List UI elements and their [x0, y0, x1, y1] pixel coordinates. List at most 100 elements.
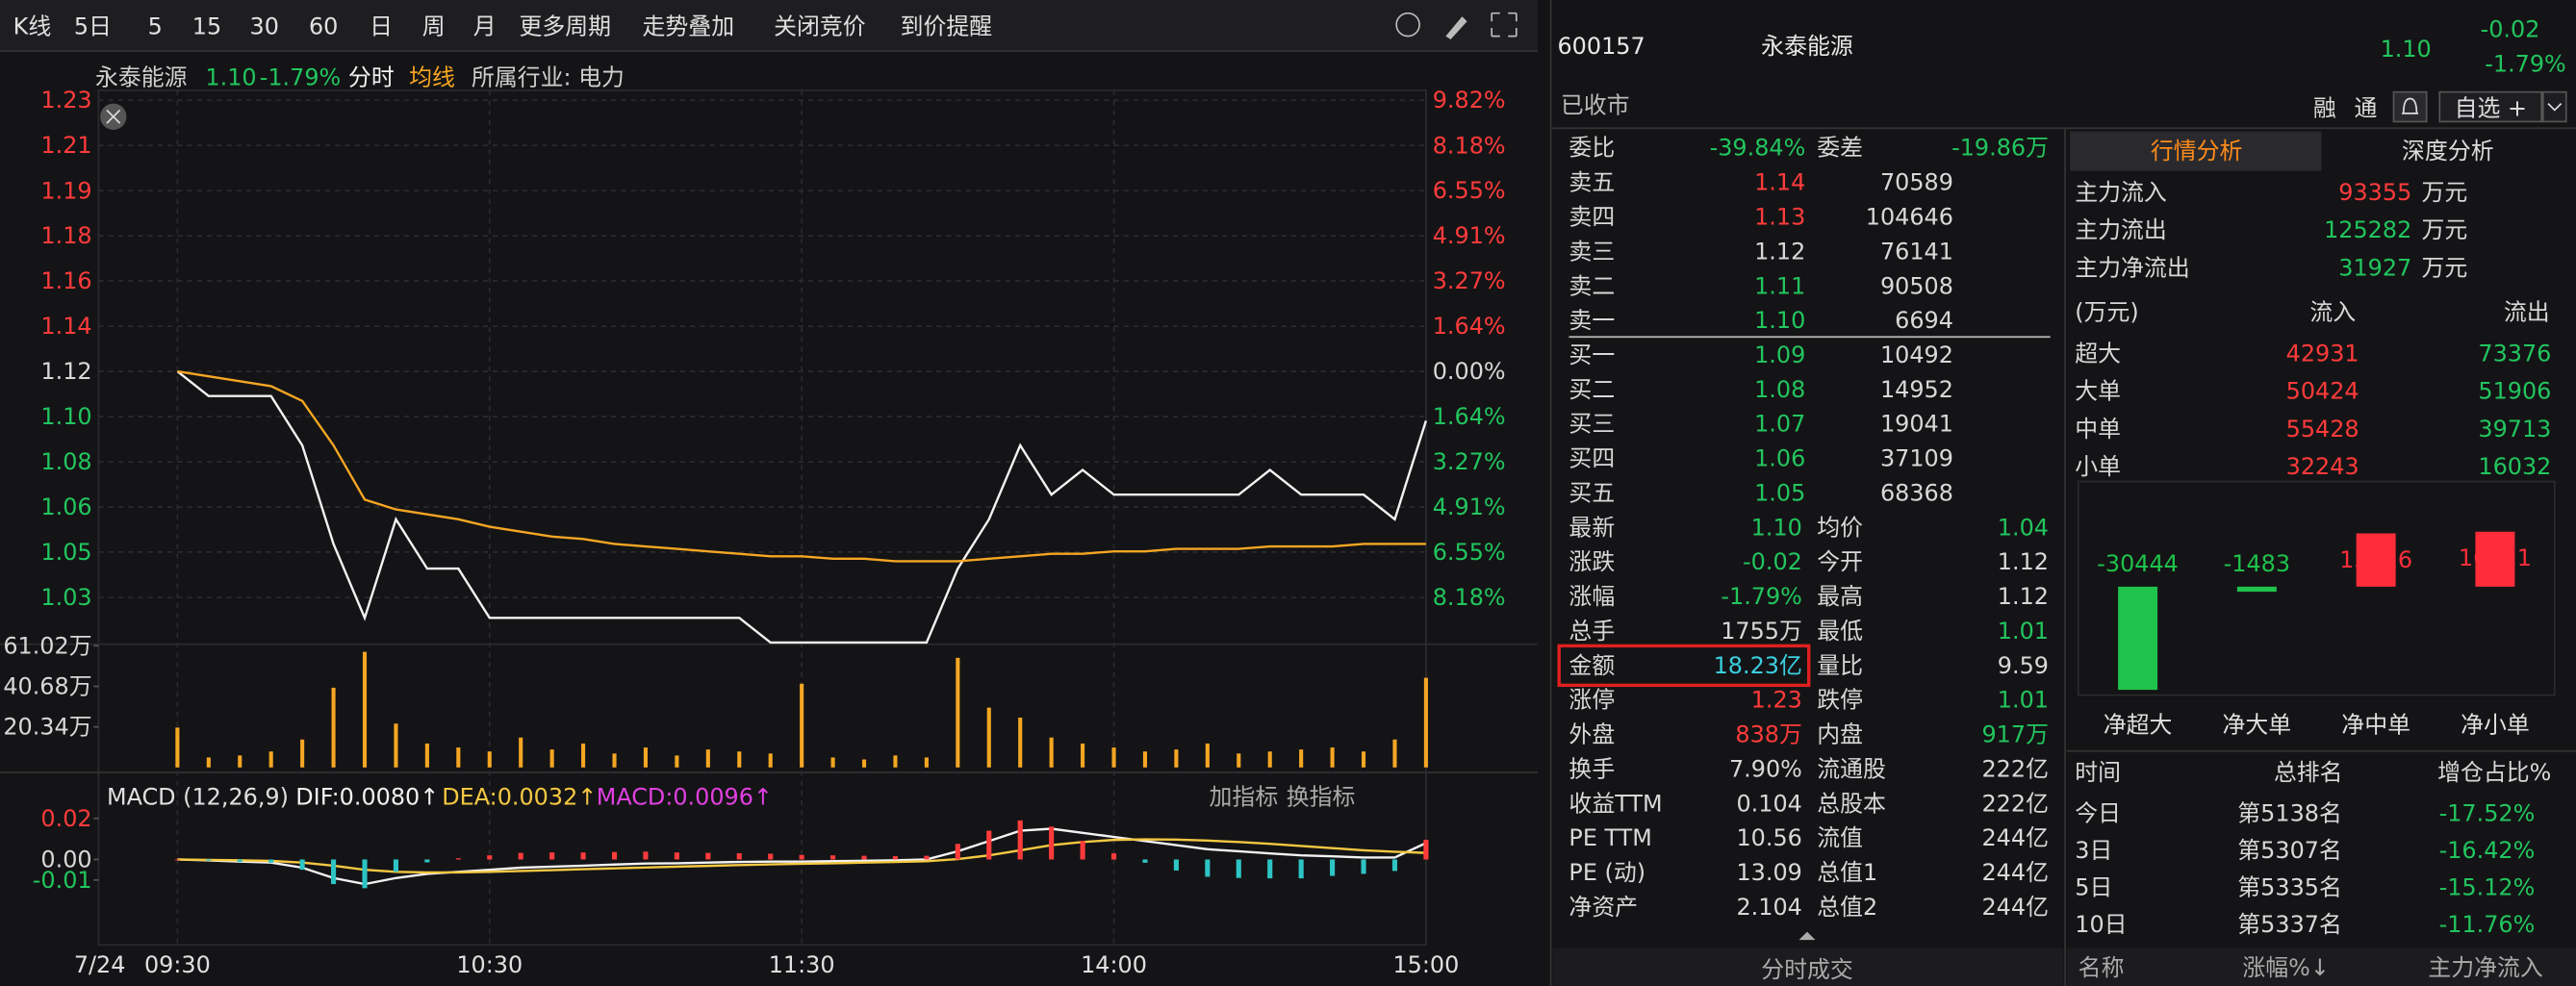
y-tick-label: 1.14	[40, 313, 91, 340]
alert-button[interactable]	[2392, 90, 2428, 123]
toolbar-item[interactable]: 日	[370, 13, 393, 39]
list-header[interactable]: 名称	[2079, 954, 2125, 981]
toolbar-item[interactable]: 走势叠加	[643, 13, 735, 39]
brush-icon[interactable]	[1445, 16, 1467, 39]
histogram-bar	[924, 855, 930, 860]
volume-bar	[1049, 737, 1054, 768]
expand-arrow[interactable]	[1798, 931, 1816, 941]
book-price: 1.07	[1754, 411, 1805, 438]
toolbar-item[interactable]: K线	[13, 13, 52, 39]
toolbar-item[interactable]: 更多周期	[519, 13, 611, 39]
active-tab[interactable]	[2070, 131, 2322, 171]
trades-footer[interactable]: 分时成交	[1761, 956, 1853, 983]
stock-name: 永泰能源	[1761, 33, 1853, 60]
date-label: 7/24	[74, 951, 126, 978]
rank-header: 时间	[2075, 759, 2121, 786]
toolbar-item[interactable]: 到价提醒	[901, 13, 993, 39]
toolbar-item[interactable]: 30	[250, 13, 279, 39]
y-tick-label: 1.23	[40, 87, 91, 114]
menu-icon[interactable]	[1395, 12, 1420, 38]
volume-bar	[924, 757, 929, 768]
book-level[interactable]: 买五	[1569, 479, 1615, 506]
flow-in: 42931	[2286, 340, 2359, 367]
book-level[interactable]: 卖二	[1569, 272, 1615, 299]
series-line	[176, 370, 1428, 645]
rank-position: 第5337名	[2237, 911, 2342, 938]
volume-bar	[1330, 747, 1335, 768]
tab[interactable]: 深度分析	[2402, 138, 2494, 164]
watch-button[interactable]	[2438, 90, 2543, 123]
dropdown-button[interactable]	[2542, 90, 2567, 123]
toolbar-item[interactable]: 关闭竞价	[774, 13, 866, 39]
book-level[interactable]: 买三	[1569, 411, 1615, 438]
bar-value-label: 16211	[2459, 544, 2532, 571]
y-tick-label: 1.10	[40, 403, 91, 430]
book-level[interactable]: 卖五	[1569, 169, 1615, 196]
book-level[interactable]: 卖三	[1569, 238, 1615, 265]
book-level[interactable]: 买一	[1569, 341, 1615, 368]
stat-value: 222亿	[1981, 790, 2048, 817]
flow-out: 39713	[2478, 416, 2551, 442]
volume-bar	[705, 749, 710, 768]
series-line	[177, 838, 1426, 874]
book-level[interactable]: 买二	[1569, 376, 1615, 403]
book-level[interactable]: 卖四	[1569, 203, 1615, 230]
toolbar-item[interactable]: 60	[309, 13, 338, 39]
stock-name: 永泰能源	[95, 63, 188, 90]
histogram-bar	[362, 859, 368, 889]
flow-out: 51906	[2478, 378, 2551, 405]
y-tick-label: 0.02	[40, 805, 91, 832]
stat-label: 量比	[1817, 652, 1863, 679]
flow-in: 50424	[2286, 378, 2359, 405]
histogram-bar	[705, 852, 711, 860]
book-level[interactable]: 买四	[1569, 445, 1615, 472]
volume-bar	[737, 751, 742, 768]
histogram-bar	[455, 858, 461, 860]
book-volume: 90508	[1880, 272, 1953, 299]
list-header[interactable]: 涨幅%↓	[2242, 954, 2329, 981]
stat-value: 10.56	[1736, 824, 1801, 851]
histogram-bar	[1330, 859, 1336, 876]
margin-button[interactable]: 融	[2313, 95, 2336, 122]
indicator-button[interactable]: 加指标	[1210, 784, 1279, 811]
industry[interactable]: 所属行业: 电力	[472, 63, 625, 90]
tab[interactable]: 行情分析	[2151, 138, 2243, 164]
book-level[interactable]: 卖一	[1569, 307, 1615, 334]
connect-button[interactable]: 通	[2355, 95, 2378, 122]
volume-bar	[362, 651, 368, 768]
stat-label: 总手	[1569, 618, 1615, 645]
watch-label[interactable]: 自选 +	[2455, 95, 2527, 122]
list-header[interactable]: 主力净流入	[2428, 954, 2543, 981]
volume-bar	[800, 683, 804, 768]
toolbar-item[interactable]: 月	[473, 13, 497, 39]
y-tick-label: 1.18	[40, 222, 91, 249]
book-volume: 68368	[1880, 479, 1953, 506]
volume-bar	[1174, 749, 1179, 768]
histogram-bar	[268, 859, 274, 863]
histogram-bar	[393, 859, 399, 872]
stat-value: 13.09	[1736, 859, 1801, 886]
stat-label: 最低	[1817, 618, 1863, 645]
book-volume: 10492	[1880, 341, 1953, 368]
stat-label: 金额	[1569, 652, 1615, 679]
indicator-button[interactable]: 换指标	[1287, 784, 1356, 811]
toolbar-item[interactable]: 周	[422, 13, 446, 39]
expand-icon[interactable]	[1491, 12, 1518, 38]
stat-label: 流值	[1817, 824, 1863, 851]
y2-tick-label: 0.00%	[1433, 358, 1506, 385]
flow-label: 主力净流出	[2075, 254, 2189, 281]
stat-value: 1.12	[1998, 548, 2049, 575]
price: 1.10	[205, 63, 256, 90]
toolbar-item[interactable]: 5	[148, 13, 163, 39]
book-label: 委差	[1817, 135, 1863, 162]
y-tick-label: 1.03	[40, 584, 91, 611]
volume-bar	[1267, 751, 1272, 768]
rank-pct: -16.42%	[2439, 837, 2536, 864]
toolbar-item[interactable]: 5日	[74, 13, 112, 39]
footer-bar[interactable]	[1552, 948, 2064, 986]
volume-bar	[893, 755, 898, 768]
histogram-bar	[1205, 859, 1211, 877]
toolbar-item[interactable]: 15	[192, 13, 221, 39]
bar-value-label: -1483	[2224, 550, 2290, 577]
stat-value: 244亿	[1981, 824, 2048, 851]
